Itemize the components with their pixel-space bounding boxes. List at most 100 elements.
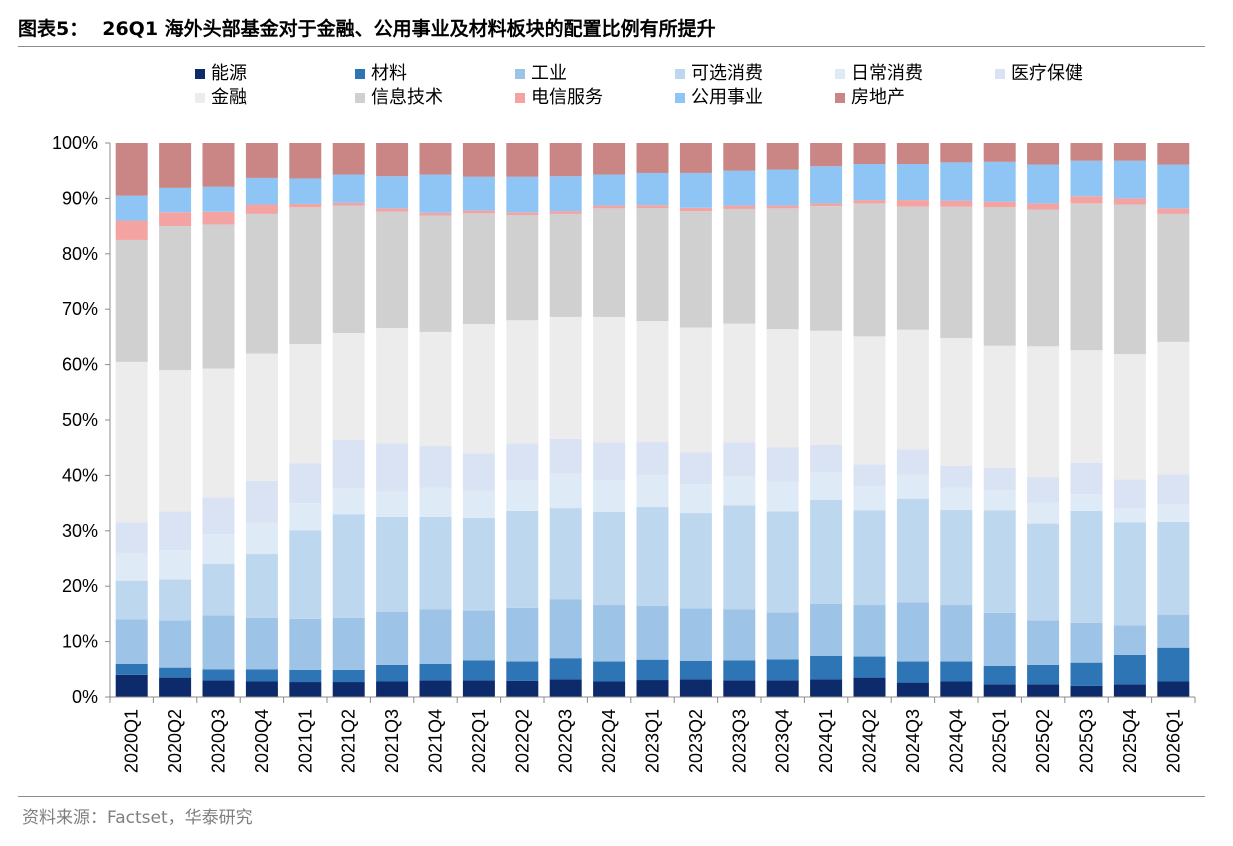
bar-segment-2020Q4-1: [245, 669, 278, 682]
bar-segment-2020Q4-8: [245, 204, 278, 214]
legend-label-10: 房地产: [851, 87, 905, 108]
legend-swatch-5: [995, 69, 1005, 79]
bar-2022Q4: [593, 143, 626, 697]
bar-segment-2024Q3-9: [896, 164, 929, 201]
bar-segment-2025Q3-0: [1070, 685, 1103, 697]
legend-label-8: 电信服务: [531, 87, 603, 108]
y-tick-label-2: 20%: [62, 576, 98, 596]
bar-segment-2024Q2-9: [853, 164, 886, 201]
bar-segment-2024Q4-9: [940, 162, 973, 201]
bar-segment-2024Q4-5: [940, 465, 973, 488]
x-tick-label-16: 2024Q1: [816, 709, 836, 773]
bar-segment-2023Q4-2: [766, 612, 799, 660]
bar-segment-2023Q1-2: [636, 605, 669, 660]
bar-segment-2021Q2-10: [332, 143, 365, 175]
x-tick-label-10: 2022Q3: [556, 709, 576, 773]
bar-segment-2023Q1-0: [636, 680, 669, 697]
bar-2025Q3: [1070, 143, 1103, 697]
bar-segment-2023Q2-8: [679, 207, 712, 212]
bar-segment-2025Q1-6: [983, 345, 1016, 468]
bar-segment-2020Q3-1: [202, 669, 235, 681]
x-tick-label-18: 2024Q3: [903, 709, 923, 773]
bar-segment-2024Q3-3: [896, 498, 929, 603]
legend-label-2: 工业: [531, 63, 567, 84]
bar-segment-2022Q3-7: [549, 213, 582, 317]
bar-segment-2025Q4-8: [1113, 198, 1146, 205]
bar-segment-2025Q4-4: [1113, 508, 1146, 523]
bar-segment-2020Q1-10: [115, 143, 148, 196]
bar-segment-2024Q4-8: [940, 200, 973, 207]
bar-segment-2025Q3-3: [1070, 510, 1103, 623]
bar-segment-2020Q4-3: [245, 554, 278, 618]
bar-segment-2023Q2-6: [679, 327, 712, 453]
bar-segment-2021Q1-8: [289, 203, 322, 208]
bar-2020Q3: [202, 143, 235, 697]
bar-segment-2024Q4-7: [940, 206, 973, 339]
bar-segment-2024Q4-6: [940, 338, 973, 466]
bar-segment-2022Q4-4: [593, 480, 626, 512]
legend-swatch-8: [515, 93, 525, 103]
bar-segment-2021Q4-6: [419, 331, 452, 447]
bar-2022Q1: [462, 143, 495, 697]
bar-segment-2021Q3-1: [376, 664, 409, 682]
x-tick-label-13: 2023Q2: [686, 709, 706, 773]
bar-segment-2024Q4-0: [940, 681, 973, 697]
bar-segment-2020Q2-0: [159, 677, 192, 697]
x-tick-label-19: 2024Q4: [946, 709, 966, 773]
bar-segment-2023Q1-4: [636, 475, 669, 508]
bar-segment-2025Q2-3: [1027, 523, 1060, 621]
bar-segment-2025Q3-8: [1070, 196, 1103, 204]
bar-2023Q2: [679, 143, 712, 697]
bar-segment-2022Q2-0: [506, 680, 539, 697]
bar-segment-2024Q2-8: [853, 200, 886, 204]
bar-segment-2021Q2-7: [332, 205, 365, 334]
bar-segment-2021Q1-1: [289, 669, 322, 683]
x-tick-label-15: 2023Q4: [773, 709, 793, 773]
bar-2023Q4: [766, 143, 799, 697]
bar-segment-2021Q2-1: [332, 669, 365, 683]
bar-2023Q1: [636, 143, 669, 697]
x-tick-label-1: 2020Q2: [165, 709, 185, 773]
bar-segment-2026Q1-4: [1157, 504, 1190, 522]
bar-segment-2022Q1-3: [462, 518, 495, 611]
bar-segment-2020Q2-5: [159, 511, 192, 551]
x-tick-label-20: 2025Q1: [990, 709, 1010, 773]
bar-segment-2020Q3-6: [202, 368, 235, 498]
bar-segment-2023Q3-3: [723, 505, 756, 610]
bar-segment-2023Q2-7: [679, 211, 712, 328]
x-tick-label-9: 2022Q2: [512, 709, 532, 773]
bar-segment-2022Q3-4: [549, 473, 582, 509]
bar-segment-2024Q2-5: [853, 464, 886, 486]
y-tick-label-9: 90%: [62, 188, 98, 208]
y-tick-label-1: 10%: [62, 632, 98, 652]
bar-segment-2024Q1-6: [810, 330, 843, 445]
bar-segment-2026Q1-8: [1157, 208, 1190, 214]
bar-2024Q3: [896, 143, 929, 697]
bar-segment-2023Q4-0: [766, 680, 799, 697]
bar-2025Q1: [983, 143, 1016, 697]
y-tick-label-4: 40%: [62, 465, 98, 485]
bar-segment-2022Q2-3: [506, 510, 539, 608]
bar-segment-2020Q4-0: [245, 681, 278, 697]
bar-segment-2021Q2-9: [332, 174, 365, 203]
bar-segment-2023Q1-9: [636, 172, 669, 206]
bar-segment-2021Q3-5: [376, 443, 409, 492]
bar-segment-2021Q1-7: [289, 207, 322, 345]
bar-segment-2022Q1-9: [462, 176, 495, 211]
bar-segment-2023Q2-3: [679, 513, 712, 609]
bar-segment-2023Q1-3: [636, 507, 669, 606]
bar-segment-2025Q4-7: [1113, 204, 1146, 355]
bar-segment-2024Q2-6: [853, 336, 886, 465]
bar-segment-2022Q1-4: [462, 490, 495, 519]
bar-segment-2024Q2-0: [853, 677, 886, 697]
bar-segment-2024Q3-10: [896, 143, 929, 165]
bar-segment-2024Q2-3: [853, 510, 886, 606]
bar-segment-2020Q1-7: [115, 239, 148, 362]
bar-segment-2021Q2-6: [332, 333, 365, 440]
x-tick-label-8: 2022Q1: [469, 709, 489, 773]
y-tick-label-7: 70%: [62, 299, 98, 319]
bar-segment-2026Q1-1: [1157, 647, 1190, 682]
bar-segment-2020Q3-10: [202, 143, 235, 187]
bar-segment-2022Q1-10: [462, 143, 495, 177]
x-tick-label-7: 2021Q4: [426, 709, 446, 773]
